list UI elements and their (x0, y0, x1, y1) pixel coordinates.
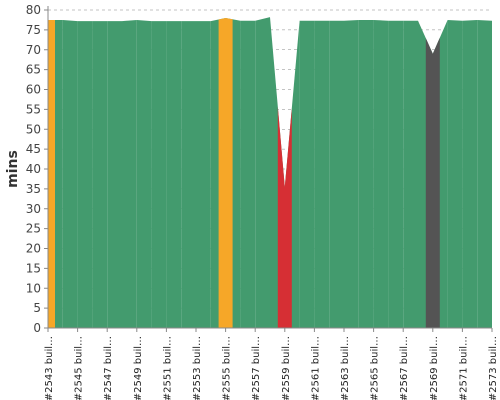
area-segment (255, 17, 270, 329)
area-segment (388, 20, 404, 328)
x-tick-label: #2565 buil… (370, 336, 381, 400)
x-tick-label: #2559 buil… (281, 336, 292, 400)
area-segment (329, 20, 344, 328)
x-tick-label: #2563 buil… (340, 336, 351, 400)
y-tick-label: 75 (26, 23, 41, 37)
y-tick-label: 10 (26, 281, 41, 295)
y-tick-label: 60 (26, 83, 41, 97)
area-segment (62, 19, 78, 328)
x-tick-label: #2551 buil… (162, 336, 173, 400)
build-status-aborted (425, 37, 440, 329)
area-segment (107, 21, 122, 328)
duration-area (48, 17, 492, 329)
y-tick-label: 40 (26, 162, 41, 176)
x-tick-label: #2549 buil… (133, 336, 144, 400)
y-tick-label: 30 (26, 202, 41, 216)
y-tick-label: 80 (26, 3, 41, 17)
y-tick-labels: 0 5 10 15 20 25 30 35 40 45 50 55 60 65 70 75 80 (26, 3, 48, 335)
x-tick-label: #2567 buil… (399, 336, 410, 400)
area-segment (151, 21, 167, 328)
y-tick-label: 35 (26, 182, 41, 196)
area-segment (92, 21, 108, 328)
x-tick-label: #2553 buil… (192, 336, 203, 400)
x-tick-label: #2557 buil… (251, 336, 262, 400)
y-tick-label: 0 (33, 321, 41, 335)
area-segment (181, 21, 196, 328)
y-tick-label: 65 (26, 63, 41, 77)
x-tick-label: #2547 buil… (103, 336, 114, 400)
area-segment (122, 19, 137, 328)
axes (47, 6, 492, 329)
y-tick-label: 55 (26, 102, 41, 116)
y-tick-label: 45 (26, 142, 41, 156)
y-tick-label: 25 (26, 222, 41, 236)
build-status-unstable (218, 17, 233, 328)
y-tick-label: 50 (26, 122, 41, 136)
area-segment (166, 21, 182, 328)
x-tick-label: #2545 buil… (74, 336, 85, 400)
area-segment (358, 19, 374, 328)
x-tick-label: #2571 buil… (458, 336, 469, 400)
x-tick-label: #2561 buil… (310, 336, 321, 400)
y-tick-label: 15 (26, 261, 41, 275)
build-status-failure (277, 106, 292, 328)
x-tick-label: #2543 buil… (44, 336, 55, 400)
area-segment (77, 21, 93, 328)
x-tick-label: #2555 buil… (222, 336, 233, 400)
area-segment (240, 20, 256, 328)
area-segment (136, 19, 152, 328)
y-axis-label: mins (5, 150, 21, 188)
area-segment (477, 19, 492, 328)
build-status-unstable (48, 19, 55, 328)
area-segment (314, 20, 330, 328)
y-tick-label: 5 (33, 301, 41, 315)
x-tick-labels: #2543 buil… #2545 buil… #2547 buil… #2549 b… (44, 328, 499, 400)
area-segment (403, 20, 418, 328)
x-tick-label: #2573 buil… (488, 336, 499, 400)
y-tick-label: 70 (26, 43, 41, 57)
y-tick-label: 20 (26, 242, 41, 256)
area-segment (196, 21, 211, 328)
area-segment (299, 20, 315, 328)
area-segment (462, 19, 478, 328)
area-segment (447, 19, 463, 328)
area-segment (373, 19, 389, 328)
x-tick-label: #2569 buil… (429, 336, 440, 400)
area-segment (344, 19, 359, 328)
